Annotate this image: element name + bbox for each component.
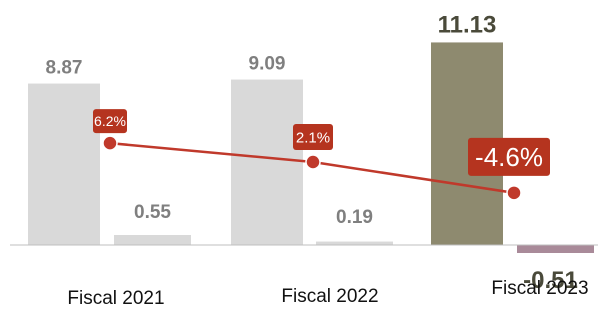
- bar-secondary-value-label-2: 0.19: [336, 207, 373, 228]
- trend-marker-2: [305, 154, 321, 170]
- category-labels-group: Fiscal 2021 Fiscal 2022 Fiscal 2023: [67, 278, 588, 309]
- trend-marker-3: [506, 185, 522, 201]
- bar-main-value-label-1: 8.87: [46, 58, 83, 79]
- percent-label-2: 2.1%: [296, 129, 330, 146]
- bar-secondary-2: [316, 241, 393, 245]
- bar-secondary-1: [114, 234, 191, 245]
- percent-callout-box-3: [468, 137, 550, 176]
- percent-label-3: -4.6%: [475, 142, 543, 172]
- percent-label-1: 6.2%: [94, 113, 126, 129]
- bar-secondary-value-label-3: -0.51: [523, 267, 578, 294]
- bar-main-1: [28, 83, 100, 245]
- bar-secondary-value-label-1: 0.55: [134, 202, 171, 223]
- category-label-fiscal-2021: Fiscal 2021: [67, 288, 164, 309]
- bar-main-value-label-3: 11.13: [438, 11, 497, 38]
- category-label-fiscal-2023: Fiscal 2023: [491, 278, 588, 299]
- value-labels-group: 8.87 9.09 11.13 0.55 0.19 -0.51: [46, 11, 578, 294]
- trend-marker-1: [102, 135, 118, 151]
- percent-callout-box-2: [293, 124, 333, 150]
- bar-secondary-3: [517, 245, 594, 253]
- bar-main-2: [231, 79, 303, 245]
- line-group: 6.2% 2.1% -4.6%: [93, 109, 550, 201]
- percent-callout-box-1: [93, 109, 127, 134]
- bar-main-value-label-2: 9.09: [249, 54, 286, 75]
- category-label-fiscal-2022: Fiscal 2022: [281, 286, 378, 307]
